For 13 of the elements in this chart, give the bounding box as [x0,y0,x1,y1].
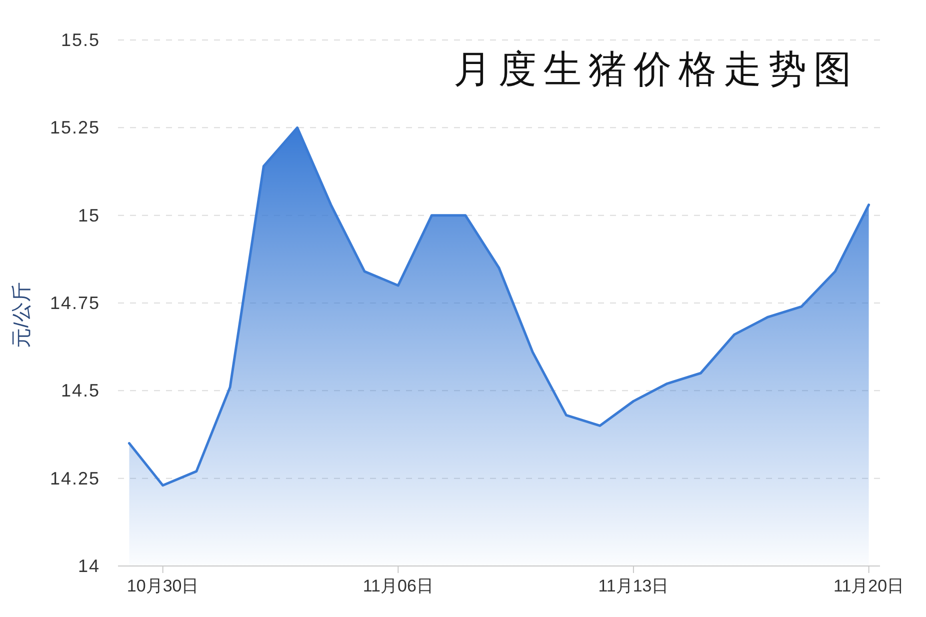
y-tick-label: 14.5 [60,380,100,401]
x-tick-label: 11月20日 [834,576,904,596]
chart-title: 月度生猪价格走势图 [454,49,858,91]
x-tick-label: 11月06日 [362,576,434,596]
y-tick-label: 14.75 [50,293,100,313]
y-tick-label: 14.25 [50,468,100,488]
y-tick-label: 15.5 [60,30,100,50]
y-tick-label: 14 [78,556,100,576]
x-tick-label: 11月13日 [598,576,669,596]
y-tick-label: 15 [78,205,100,226]
y-axis-title: 元/公斤 [11,282,33,348]
y-tick-label: 15.25 [50,118,100,138]
x-tick-label: 10月30日 [126,576,199,596]
